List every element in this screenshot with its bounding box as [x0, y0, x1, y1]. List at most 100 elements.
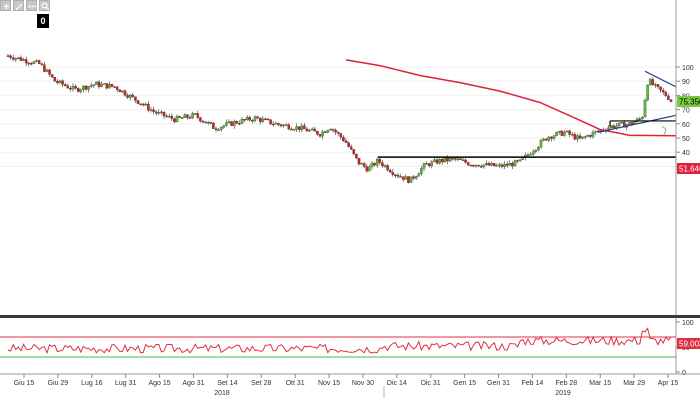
candlestick-series: [6, 53, 673, 184]
candle-body: [547, 136, 551, 141]
pane-divider[interactable]: [0, 315, 700, 318]
triangle-lower-line[interactable]: [597, 114, 677, 133]
candle-body: [485, 163, 488, 165]
candle-body: [474, 164, 478, 167]
year-label: 2018: [214, 390, 230, 397]
candle-body: [612, 125, 616, 129]
candle-body: [53, 77, 57, 82]
candle-body: [230, 121, 233, 126]
candle-body: [326, 130, 330, 133]
candle-body: [651, 79, 655, 85]
indicator-line: [7, 327, 672, 355]
candle-body: [22, 59, 25, 61]
time-tick-label: Feb 14: [522, 380, 544, 387]
candle-body: [89, 85, 93, 87]
candle-body: [9, 55, 12, 58]
time-tick-label: Apr 15: [658, 380, 679, 387]
candle-body: [461, 159, 465, 161]
candle-body: [347, 142, 350, 147]
candle-body: [24, 59, 28, 64]
candle-body: [251, 120, 254, 122]
candle-body: [407, 176, 410, 183]
draw-button[interactable]: [13, 0, 24, 11]
magnify-button[interactable]: [39, 0, 50, 11]
time-tick-label: Set 28: [251, 380, 271, 387]
time-tick-label: Feb 28: [555, 380, 577, 387]
candle-body: [396, 174, 400, 177]
add-button[interactable]: [0, 0, 11, 11]
candle-body: [518, 159, 522, 162]
candle-body: [534, 149, 538, 152]
time-tick-label: Giu 15: [14, 380, 35, 387]
candle-body: [209, 122, 213, 124]
candle-body: [66, 85, 70, 89]
triangle-pattern[interactable]: [597, 70, 677, 135]
candle-body: [303, 125, 306, 130]
candle-body: [245, 117, 249, 121]
triangle-upper-line[interactable]: [644, 70, 677, 88]
candle-body: [628, 122, 631, 125]
candle-body: [165, 115, 168, 118]
draw-icon: [16, 3, 23, 10]
candle-body: [183, 114, 187, 118]
time-tick-label: Mar 29: [623, 380, 645, 387]
candle-body: [336, 132, 340, 134]
candle-body: [287, 124, 291, 130]
candle-body: [173, 118, 176, 123]
candle-body: [284, 124, 288, 126]
candle-body: [115, 86, 119, 90]
candle-body: [180, 117, 184, 119]
candle-body: [30, 63, 33, 65]
candle-body: [370, 163, 374, 168]
candle-body: [412, 176, 415, 179]
candle-body: [414, 176, 418, 179]
candle-body: [537, 146, 540, 151]
candle-body: [427, 163, 431, 167]
candle-body: [217, 129, 220, 131]
candle-body: [219, 127, 223, 130]
price-tick-label: 50: [682, 136, 690, 143]
candle-body: [113, 86, 116, 88]
candle-body: [196, 113, 200, 118]
candle-body: [659, 86, 662, 91]
candle-body: [498, 164, 501, 166]
time-tick-label: Gen 15: [453, 380, 476, 387]
alert-count-badge[interactable]: 0: [37, 14, 49, 28]
candle-body: [440, 158, 444, 163]
candle-body: [456, 158, 460, 160]
candle-body: [383, 165, 387, 167]
candle-body: [297, 126, 301, 130]
candle-body: [141, 103, 145, 106]
candle-body: [305, 128, 309, 132]
time-tick-label: Ago 15: [148, 380, 170, 387]
candle-body: [227, 121, 231, 123]
dots-button[interactable]: [26, 0, 37, 11]
candle-body: [667, 95, 670, 100]
candle-body: [420, 168, 423, 174]
candle-body: [45, 69, 49, 72]
candle-body: [555, 132, 558, 137]
candle-body: [472, 164, 475, 167]
candle-body: [87, 86, 90, 90]
candle-body: [139, 103, 142, 105]
candle-body: [269, 119, 272, 125]
candle-body: [69, 87, 72, 90]
candle-body: [271, 123, 275, 126]
candle-body: [433, 159, 436, 162]
candle-body: [352, 149, 356, 155]
candle-body: [178, 116, 181, 118]
candle-body: [638, 118, 642, 121]
candle-body: [661, 90, 665, 93]
candle-body: [630, 122, 634, 125]
candle-body: [381, 162, 384, 167]
candle-body: [329, 129, 332, 131]
candle-body: [550, 136, 553, 139]
candle-body: [388, 170, 392, 173]
candle-body: [552, 135, 556, 139]
candle-body: [92, 84, 96, 86]
candle-body: [170, 115, 174, 119]
candle-body: [206, 122, 210, 124]
candle-body: [274, 123, 278, 125]
candle-body: [375, 158, 379, 166]
